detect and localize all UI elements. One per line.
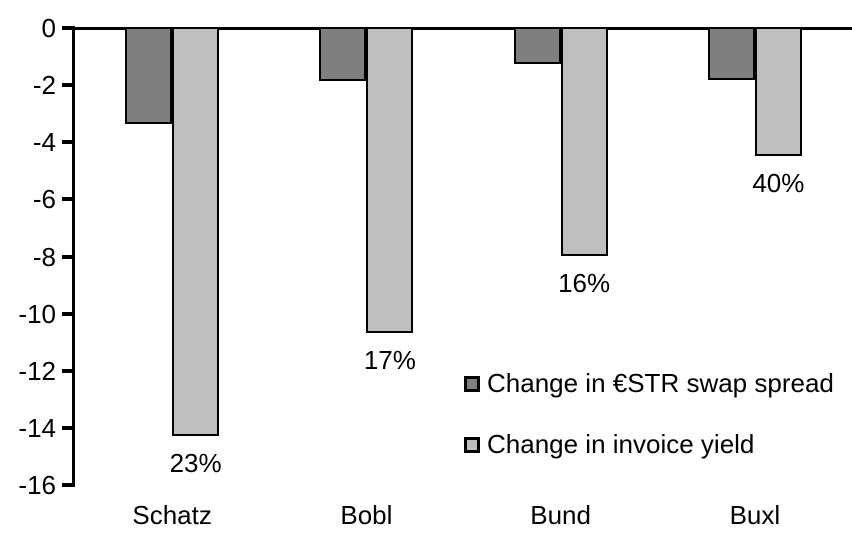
bar-bund-series-1 [560,27,608,256]
y-axis-tick-label: -8 [32,241,56,272]
y-axis-tick-mark [62,368,75,373]
data-label-buxl: 40% [752,167,805,198]
bar-bobl-series-1 [366,27,414,333]
y-axis-tick-mark [62,26,75,30]
category-label-bobl: Bobl [340,500,393,530]
data-label-schatz: 23% [169,447,222,478]
y-axis-tick-mark [62,311,75,316]
bar-bobl-series-0 [319,27,367,82]
category-label-buxl: Buxl [729,500,781,530]
y-axis-tick-label: 0 [41,13,56,43]
y-axis-tick-mark [62,83,75,88]
bar-buxl-series-1 [754,27,802,156]
category-label-schatz: Schatz [132,500,212,530]
y-axis-tick-mark [62,140,75,145]
y-axis-tick-label: -10 [18,298,56,329]
bar-schatz-series-0 [125,27,173,125]
bar-bund-series-0 [513,27,561,65]
y-axis-tick-label: -12 [18,355,56,386]
y-axis-tick-mark [62,425,75,430]
y-axis-tick-label: -14 [18,412,56,443]
y-axis-tick-mark [62,197,75,202]
legend-swatch-invoice-yield-icon [464,436,480,453]
legend-swatch-swap-spread-icon [464,375,480,392]
legend-item-swap-spread: Change in €STR swap spread [464,368,834,399]
data-label-bund: 16% [558,267,611,298]
y-axis-tick-mark [62,254,75,259]
data-label-bobl: 17% [363,344,416,375]
y-axis-tick-label: -6 [32,184,56,215]
bar-buxl-series-0 [707,27,755,80]
legend-item-invoice-yield: Change in invoice yield [464,429,754,460]
y-axis-tick-mark [62,483,75,487]
category-label-bund: Bund [530,500,591,530]
legend-label-swap-spread: Change in €STR swap spread [487,368,834,398]
y-axis-tick-label: -16 [18,470,56,500]
y-axis-tick-label: -2 [32,70,56,101]
x-axis-zero-line [62,27,852,30]
y-axis-tick-label: -4 [32,127,56,158]
bar-schatz-series-1 [172,27,220,436]
legend-label-invoice-yield: Change in invoice yield [487,429,755,459]
